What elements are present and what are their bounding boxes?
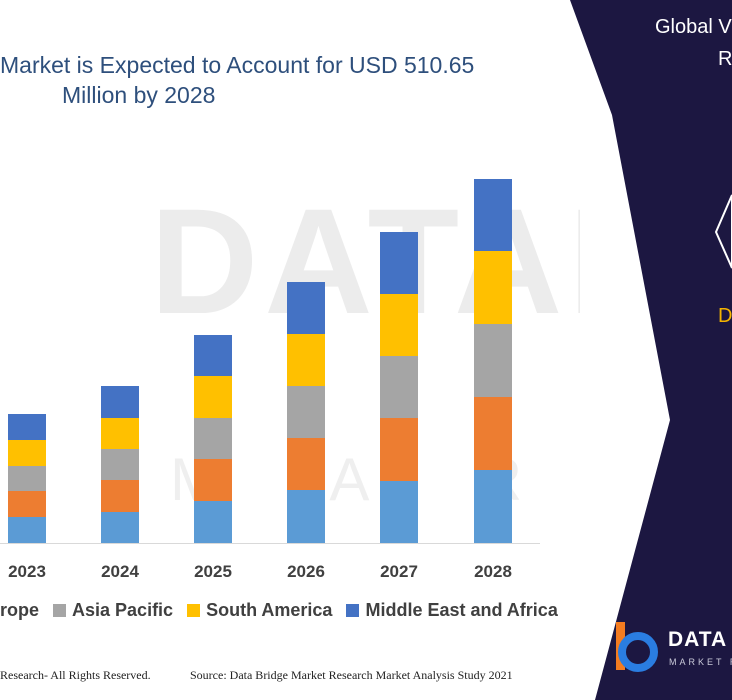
- x-tick-label: 2028: [474, 562, 512, 581]
- source-footer: Source: Data Bridge Market Research Mark…: [190, 668, 513, 682]
- logo-icon: [616, 622, 658, 672]
- bar-segment-2027-series-3: [380, 294, 418, 356]
- bar-segment-2024-series-2: [101, 449, 139, 480]
- legend-label: rope: [0, 599, 40, 620]
- panel-title-line-1: Global V: [655, 16, 732, 38]
- bar-segment-2027-series-2: [380, 356, 418, 418]
- bar-segment-2025-series-4: [194, 335, 232, 376]
- legend-label: Middle East and Africa: [365, 599, 558, 620]
- bar-segment-2025-series-1: [194, 459, 232, 501]
- legend-swatch: [346, 603, 360, 617]
- legend-label: South America: [206, 599, 333, 620]
- panel-accent-text: D: [718, 305, 732, 327]
- legend-item: rope: [0, 600, 39, 621]
- bar-segment-2026-series-3: [287, 334, 325, 386]
- legend-item: South America: [187, 600, 332, 621]
- bar-segment-2024-series-0: [101, 512, 139, 543]
- bar-segment-2024-series-4: [101, 386, 139, 418]
- logo-text: DATA B: [668, 628, 732, 651]
- bar-segment-2023-series-0: [8, 517, 46, 543]
- chart-title-line-2: Million by 2028: [62, 82, 216, 108]
- legend-swatch: [53, 603, 67, 617]
- bar-segment-2026-series-0: [287, 490, 325, 543]
- bar-segment-2028-series-4: [474, 179, 512, 251]
- legend-item: Asia Pacific: [53, 600, 173, 621]
- bar-segment-2028-series-1: [474, 397, 512, 470]
- x-tick-label: 2023: [8, 562, 46, 581]
- x-tick-label: 2024: [101, 562, 139, 581]
- logo-ring: [618, 632, 658, 672]
- copyright-footer: Research- All Rights Reserved.: [0, 668, 151, 682]
- chart-title-line-1: Market is Expected to Account for USD 51…: [0, 52, 475, 78]
- x-tick-label: 2025: [194, 562, 232, 581]
- chart-title: Market is Expected to Account for USD 51…: [0, 50, 560, 110]
- x-tick-label: 2026: [287, 562, 325, 581]
- bar-segment-2027-series-4: [380, 232, 418, 294]
- bar-segment-2024-series-1: [101, 480, 139, 512]
- bar-segment-2024-series-3: [101, 418, 139, 449]
- side-panel-background: [570, 0, 732, 700]
- bar-segment-2028-series-0: [474, 470, 512, 543]
- bar-segment-2023-series-4: [8, 414, 46, 440]
- bar-segment-2025-series-3: [194, 376, 232, 418]
- bar-segment-2023-series-2: [8, 466, 46, 491]
- bar-segment-2026-series-2: [287, 386, 325, 438]
- bar-segment-2027-series-0: [380, 481, 418, 543]
- bar-segment-2026-series-4: [287, 282, 325, 334]
- bar-segment-2023-series-3: [8, 440, 46, 466]
- bar-segment-2025-series-0: [194, 501, 232, 543]
- bar-segment-2028-series-3: [474, 251, 512, 324]
- bar-segment-2027-series-1: [380, 418, 418, 481]
- bar-segment-2028-series-2: [474, 324, 512, 397]
- legend-label: Asia Pacific: [72, 599, 174, 620]
- chart-legend: rope Asia Pacific South America Middle East…: [0, 597, 572, 623]
- logo-subtext: MARKET R: [669, 657, 732, 667]
- diamond-outline-icon: [714, 194, 732, 269]
- panel-title-line-2: R: [718, 48, 732, 70]
- legend-item: Middle East and Africa: [346, 599, 558, 621]
- x-tick-label: 2027: [380, 562, 418, 581]
- bar-segment-2026-series-1: [287, 438, 325, 490]
- bar-segment-2023-series-1: [8, 491, 46, 517]
- legend-swatch: [187, 603, 201, 617]
- bar-segment-2025-series-2: [194, 418, 232, 459]
